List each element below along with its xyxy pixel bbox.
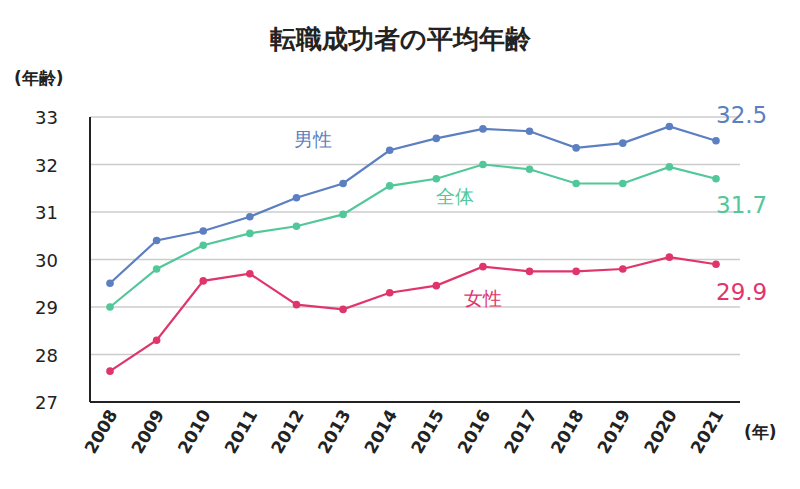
y-axis-label: (年齢): [14, 68, 64, 88]
x-tick-label: 2013: [314, 406, 355, 457]
series-marker: [246, 230, 254, 238]
grid-line: [90, 354, 740, 356]
series-marker: [386, 182, 394, 190]
x-tick-label: 2018: [547, 406, 588, 457]
data-label: 31.7: [716, 192, 767, 218]
series-marker: [246, 213, 254, 221]
series-marker: [199, 241, 207, 249]
y-tick-label: 29: [35, 297, 58, 318]
plot-area: [106, 123, 720, 375]
series-marker: [106, 303, 114, 311]
series-marker: [433, 175, 441, 183]
series-marker: [106, 279, 114, 287]
x-tick-label: 2010: [174, 406, 215, 457]
series-marker: [572, 144, 580, 152]
x-tick-label: 2015: [407, 406, 448, 457]
series-marker: [619, 139, 627, 147]
x-tick-label: 2011: [220, 406, 261, 457]
grid-line: [90, 164, 740, 166]
y-tick-label: 31: [35, 202, 58, 223]
series-marker: [526, 127, 534, 135]
x-tick-label: 2016: [453, 406, 494, 457]
x-tick-label: 2017: [500, 406, 541, 457]
x-tick-label: 2021: [686, 406, 727, 457]
y-tick-label: 27: [35, 392, 58, 413]
series-marker: [712, 260, 720, 268]
series-marker: [712, 137, 720, 145]
x-axis-label: (年): [744, 422, 777, 442]
series-marker: [572, 268, 580, 276]
grid-line: [90, 306, 740, 308]
series-name: 全体: [436, 185, 474, 207]
series-marker: [666, 253, 674, 261]
series-marker: [666, 123, 674, 131]
y-tick-label: 33: [35, 107, 58, 128]
grid-line: [90, 259, 740, 261]
series-marker: [386, 289, 394, 297]
y-axis: [89, 117, 91, 402]
series-marker: [479, 263, 487, 271]
series-name: 男性: [294, 128, 332, 150]
grid-line: [90, 116, 740, 118]
series-marker: [339, 211, 347, 219]
x-tick-label: 2020: [640, 406, 681, 457]
series-marker: [293, 301, 301, 309]
series-marker: [526, 268, 534, 276]
series-marker: [386, 146, 394, 154]
series-marker: [106, 367, 114, 375]
series-marker: [572, 180, 580, 188]
x-tick-label: 2014: [360, 406, 401, 457]
x-tick-label: 2009: [127, 406, 168, 457]
labels: 32.5 男性 31.7 全体 29.9 女性: [294, 102, 767, 309]
series-line: [110, 257, 716, 371]
series-marker: [433, 282, 441, 290]
grid-line: [90, 211, 740, 213]
x-tick-label: 2012: [267, 406, 308, 457]
x-axis: [90, 401, 740, 403]
series-marker: [339, 306, 347, 314]
y-tick-label: 32: [35, 155, 58, 176]
x-tick-label: 2008: [80, 406, 121, 457]
x-tick-label: 2019: [593, 406, 634, 457]
series-line: [110, 127, 716, 284]
series-name: 女性: [464, 287, 502, 309]
series-marker: [479, 125, 487, 133]
series-marker: [293, 222, 301, 230]
series-marker: [666, 163, 674, 171]
series-marker: [526, 165, 534, 173]
series-marker: [246, 270, 254, 278]
series-marker: [199, 227, 207, 235]
series-marker: [153, 265, 161, 273]
series-marker: [619, 265, 627, 273]
data-label: 29.9: [716, 279, 767, 305]
chart: 転職成功者の平均年齢27282930313233(年齢)(年)200820092…: [0, 0, 800, 489]
series-marker: [199, 277, 207, 285]
y-tick-label: 28: [35, 345, 58, 366]
title: 転職成功者の平均年齢: [270, 24, 532, 54]
series-marker: [619, 180, 627, 188]
series-marker: [293, 194, 301, 202]
series-marker: [153, 237, 161, 245]
series-marker: [433, 135, 441, 143]
series-marker: [479, 161, 487, 169]
series-marker: [153, 336, 161, 344]
y-tick-label: 30: [35, 250, 58, 271]
data-label: 32.5: [716, 102, 767, 128]
series-marker: [339, 180, 347, 188]
series-marker: [712, 175, 720, 183]
